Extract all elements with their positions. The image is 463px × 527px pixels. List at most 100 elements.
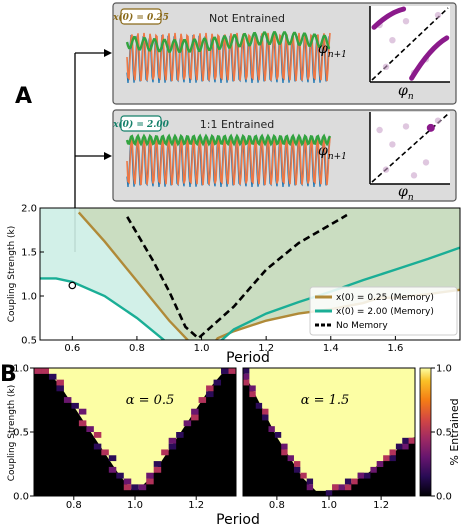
boundary-cell — [243, 373, 250, 380]
drive-wave — [125, 133, 332, 147]
boundary-cell — [78, 420, 87, 427]
boundary-cell — [108, 455, 117, 462]
series-line-1 — [40, 246, 460, 340]
colorbar-tick-label: 0.0 — [436, 492, 452, 503]
panel-label-a: A — [15, 84, 32, 109]
boundary-cell — [383, 455, 390, 462]
boundary-cell — [206, 391, 214, 398]
boundary-cell — [357, 472, 365, 479]
boundary-cell — [138, 484, 147, 491]
boundary-cell — [206, 385, 214, 392]
map-branch — [371, 6, 407, 30]
panel-label-b: B — [0, 362, 17, 387]
map-point — [410, 172, 418, 179]
fixed-point — [426, 123, 435, 132]
boundary-cell — [153, 466, 162, 473]
legend-1: x(0) = 2.00 (Memory) — [336, 307, 434, 317]
boundary-cell — [332, 484, 339, 491]
heat-y-tick-label: 0.0 — [13, 492, 29, 503]
heat-x-tick-label: 1.0 — [321, 500, 337, 511]
badge-2-box — [120, 115, 162, 132]
boundary-cell — [370, 466, 377, 473]
axis-ticks: 0.6 0.8 1.0 1.2 1.4 1.6 0.5 1.0 1.5 2.0 — [21, 204, 403, 355]
inset-1-title: Not Entrained — [209, 12, 285, 25]
boundary-cell — [93, 443, 102, 450]
y-tick-label: 1.0 — [21, 292, 37, 303]
boundary-cell — [293, 466, 301, 473]
badge-1-text: x(0) = 0.25 — [112, 12, 169, 23]
inset-1-xlabel: φn — [398, 83, 414, 102]
boundary-cell — [168, 437, 177, 444]
phase-map-2 — [371, 113, 449, 183]
boundary-cell — [56, 379, 64, 386]
map-point — [382, 166, 390, 173]
boundary-cell — [249, 385, 256, 392]
x-tick-label: 1.0 — [194, 343, 210, 354]
boundary-cell — [116, 472, 124, 479]
legend: x(0) = 0.25 (Memory) x(0) = 2.00 (Memory… — [309, 286, 458, 336]
boundary-cell — [161, 449, 169, 456]
boundary-cell — [376, 461, 384, 467]
ylabel: Coupling Strength (k) — [7, 226, 17, 323]
inset-entrained: x(0) = 2.00 1:1 Entrained φn+1 φn — [112, 109, 457, 203]
x-tick-label: 1.2 — [258, 343, 274, 354]
boundary-cell — [123, 484, 132, 491]
x-tick-label: 0.8 — [129, 343, 145, 354]
boundary-cell — [176, 432, 184, 438]
region-fills — [40, 208, 460, 340]
boundary-cell — [402, 443, 409, 450]
boundary-cell — [395, 443, 403, 450]
boundary-cell — [108, 466, 117, 473]
arrow-head-icon — [104, 49, 112, 57]
boundary-cell — [338, 484, 345, 491]
boundary-cell — [306, 484, 314, 491]
map-point — [402, 123, 410, 130]
boundary-cell — [344, 484, 352, 491]
boundary-cell — [101, 449, 109, 456]
legend-2: No Memory — [336, 321, 388, 331]
x-tick-label: 1.4 — [323, 343, 339, 354]
boundary-cell — [168, 443, 177, 450]
map-point — [434, 117, 442, 124]
boundary-cell — [262, 414, 269, 421]
map-point — [402, 18, 410, 25]
inset-1-ylabel: φn+1 — [318, 41, 347, 60]
heatmap-ylabel: Coupling Strength (k) — [7, 385, 17, 482]
oscillation-traces-1 — [125, 31, 331, 84]
boundary-cell — [243, 379, 250, 386]
map-point — [422, 159, 430, 166]
marker-circle — [68, 281, 77, 290]
y-tick-label: 2.0 — [21, 204, 37, 215]
x-tick-label: 1.6 — [387, 343, 403, 354]
boundary-cell — [71, 402, 79, 409]
boundary-cell — [213, 379, 222, 386]
colorbar-tick-label: 0.5 — [436, 428, 452, 439]
heatmap-1-title: α = 0.5 — [126, 393, 175, 408]
boundary-cell — [268, 426, 275, 432]
boundary-cell — [389, 455, 396, 462]
boundary-cell — [41, 368, 49, 374]
heatmap-2-title: α = 1.5 — [301, 393, 350, 408]
boundary-cell — [191, 408, 199, 415]
colorbar-label: % Entrained — [448, 398, 461, 465]
map-point — [389, 37, 396, 44]
entrained-region — [34, 368, 236, 490]
arrow-head-icon — [104, 152, 112, 160]
heat-x-tick-label: 1.2 — [188, 500, 204, 511]
boundary-cell — [389, 449, 396, 456]
boundary-cell — [48, 373, 57, 380]
map-point — [376, 126, 383, 134]
line-chart: 0.6 0.8 1.0 1.2 1.4 1.6 0.5 1.0 1.5 2.0 Period Co… — [7, 204, 461, 366]
y-tick-label: 0.5 — [21, 336, 37, 347]
boundary-cell — [78, 408, 87, 415]
boundary-cell — [86, 426, 94, 432]
wave — [126, 32, 331, 82]
heat-x-tick-label: 0.8 — [269, 500, 285, 511]
boundary-cell — [408, 437, 415, 444]
boundary-cell — [402, 437, 409, 444]
series-line-2 — [126, 213, 348, 340]
boundary-cell — [123, 478, 132, 485]
boundary-cell — [325, 490, 333, 496]
boundary-cell — [34, 368, 42, 374]
boundary-cell — [344, 478, 352, 485]
